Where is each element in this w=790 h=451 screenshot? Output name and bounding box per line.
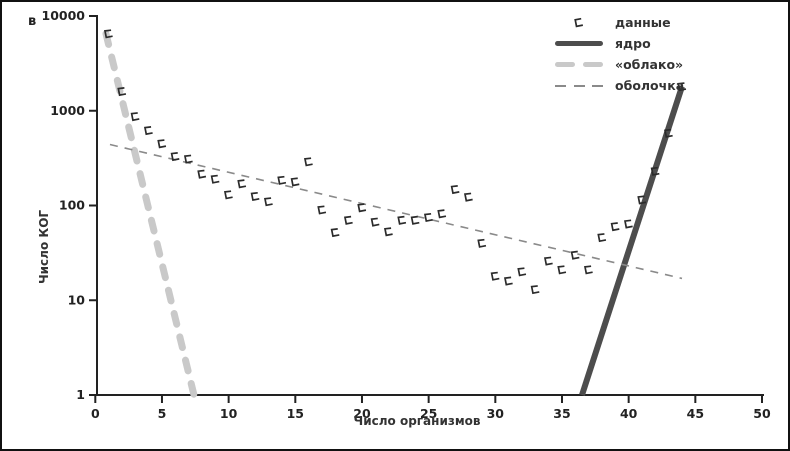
svg-text:40: 40 <box>620 406 638 421</box>
panel-label: в <box>28 14 37 29</box>
svg-text:5: 5 <box>158 406 167 421</box>
legend: данные ядро «облако» оболочка <box>555 12 755 96</box>
thick-solid-line-icon <box>555 41 603 46</box>
svg-text:100: 100 <box>59 198 85 213</box>
svg-text:1000: 1000 <box>50 103 85 118</box>
legend-label-cloud: «облако» <box>615 57 684 72</box>
legend-item-data: данные <box>555 12 755 33</box>
svg-text:0: 0 <box>91 406 100 421</box>
svg-text:50: 50 <box>753 406 771 421</box>
legend-item-core: ядро <box>555 33 755 54</box>
svg-text:1: 1 <box>76 387 85 402</box>
svg-text:10000: 10000 <box>42 8 86 23</box>
svg-text:30: 30 <box>487 406 505 421</box>
hook-marker-icon <box>555 15 603 31</box>
svg-text:35: 35 <box>553 406 570 421</box>
legend-item-shell: оболочка <box>555 75 755 96</box>
thin-dashed-line-icon <box>555 84 603 87</box>
legend-label-shell: оболочка <box>615 78 685 93</box>
x-axis-title: Число организмов <box>353 414 481 428</box>
svg-text:10: 10 <box>68 292 86 307</box>
y-axis-title: Число КОГ <box>37 209 51 285</box>
thick-dashed-line-icon <box>555 62 603 67</box>
svg-text:15: 15 <box>287 406 304 421</box>
svg-text:10: 10 <box>220 406 238 421</box>
svg-text:25: 25 <box>420 406 437 421</box>
legend-label-data: данные <box>615 15 671 30</box>
svg-text:45: 45 <box>687 406 704 421</box>
legend-label-core: ядро <box>615 36 651 51</box>
legend-item-cloud: «облако» <box>555 54 755 75</box>
svg-text:20: 20 <box>353 406 371 421</box>
